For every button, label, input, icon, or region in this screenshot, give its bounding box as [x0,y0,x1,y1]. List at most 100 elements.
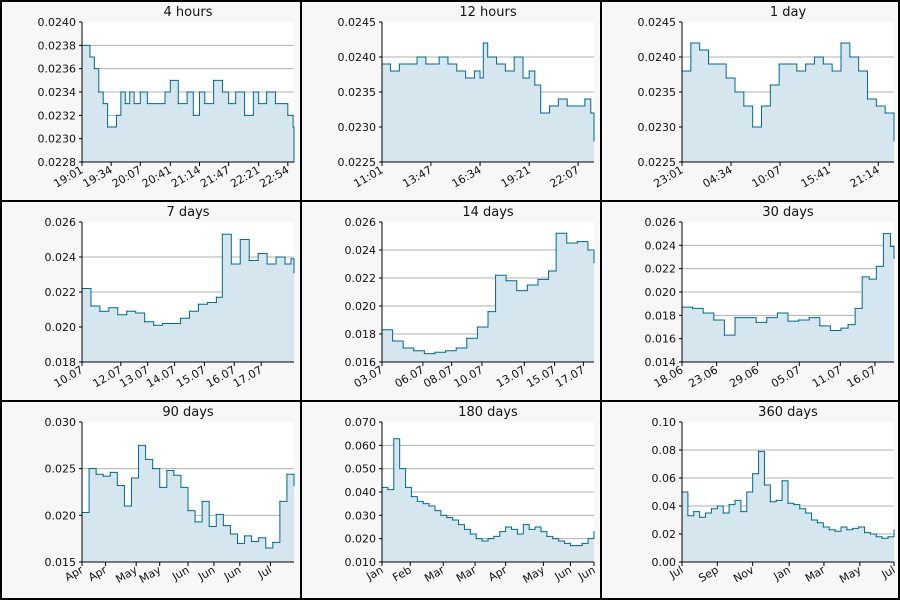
x-tick-label: Mar [803,563,828,585]
y-tick-label: 0.024 [345,244,377,257]
data-point [587,249,589,251]
data-point [252,91,254,93]
data-point [889,245,892,248]
data-point [547,270,550,272]
data-point [402,347,404,349]
y-tick-label: 0.020 [345,300,377,313]
data-point [159,486,161,488]
data-point [766,317,768,319]
data-point [430,63,432,65]
data-point [117,314,119,316]
y-tick-label: 0.018 [345,328,377,341]
data-point [90,305,92,307]
data-point [392,340,394,342]
y-tick-label: 0.0235 [638,86,677,99]
data-point [893,140,895,142]
data-point [197,303,200,305]
data-point [177,103,179,105]
chart-title: 180 days [458,405,518,420]
data-point [236,542,239,544]
data-point [805,63,807,65]
y-tick-label: 0.0225 [638,156,677,169]
y-tick-label: 0.020 [45,509,77,522]
data-point [816,522,819,524]
data-point [528,528,530,530]
data-point [153,324,155,326]
data-point [849,56,851,58]
data-point [283,103,285,105]
y-tick-label: 0.08 [652,444,677,457]
data-point [287,114,289,116]
data-point [516,290,518,292]
x-tick-label: 13.07 [494,363,528,390]
data-point [123,505,125,507]
data-point [734,499,736,501]
data-point [192,114,194,116]
y-tick-label: 0.0228 [38,156,77,169]
data-point [120,91,122,93]
data-point [875,105,877,107]
data-point [819,325,821,327]
y-tick-label: 0.0245 [638,16,677,29]
x-tick-label: Jun [575,563,597,583]
data-point [130,477,133,479]
data-point [893,257,895,259]
y-tick-label: 0.020 [645,286,677,299]
x-tick-label: 08.07 [421,363,455,390]
data-point [687,515,689,517]
data-point [93,68,95,70]
x-tick-label: 29.06 [727,363,761,390]
data-point [428,505,430,507]
x-tick-label: Jun [169,563,191,583]
data-point [692,307,694,309]
data-point [137,444,140,446]
data-point [229,533,231,535]
series-area [82,45,294,163]
x-tick-label: 12.07 [91,363,125,390]
data-point [834,530,836,532]
data-point [290,258,292,260]
data-point [243,114,246,116]
data-point [775,499,777,501]
y-tick-label: 0.026 [45,216,77,229]
data-point [555,232,557,234]
y-tick-label: 0.0230 [638,121,677,134]
data-point [752,473,754,475]
data-point [743,105,745,107]
data-point [164,91,166,93]
data-point [180,486,182,488]
data-point [228,103,230,105]
y-tick-label: 0.026 [345,216,377,229]
data-point [162,322,164,325]
data-point [194,521,196,523]
y-tick-label: 0.0232 [38,109,77,122]
data-point [286,473,288,475]
data-point [893,529,895,531]
y-tick-label: 0.060 [345,439,377,452]
chart-panel: 0.016 0.018 0.020 0.022 0.024 0.026 03.07 06.07… [300,200,602,402]
x-tick-label: Sep [696,563,720,585]
data-point [423,353,425,355]
data-point [173,474,175,476]
data-point [704,512,707,514]
data-point [810,519,813,521]
x-tick-label: 16.07 [204,363,238,390]
data-point [728,504,730,506]
x-tick-label: 21:47 [198,163,232,190]
y-tick-label: 0.016 [345,356,377,369]
data-point [198,91,201,93]
data-point [581,542,583,544]
chart-panel: 0.010 0.020 0.030 0.040 0.050 0.060 0.070 Jan Fe… [300,400,602,600]
data-point [292,126,294,128]
x-tick-label: Mar [422,563,447,585]
data-point [566,105,568,107]
data-point [799,508,801,510]
data-point [755,321,757,323]
data-point [577,105,579,107]
data-point [187,510,189,512]
data-point [516,533,519,535]
data-point [275,256,277,258]
data-point [110,126,112,128]
data-point [107,126,109,128]
